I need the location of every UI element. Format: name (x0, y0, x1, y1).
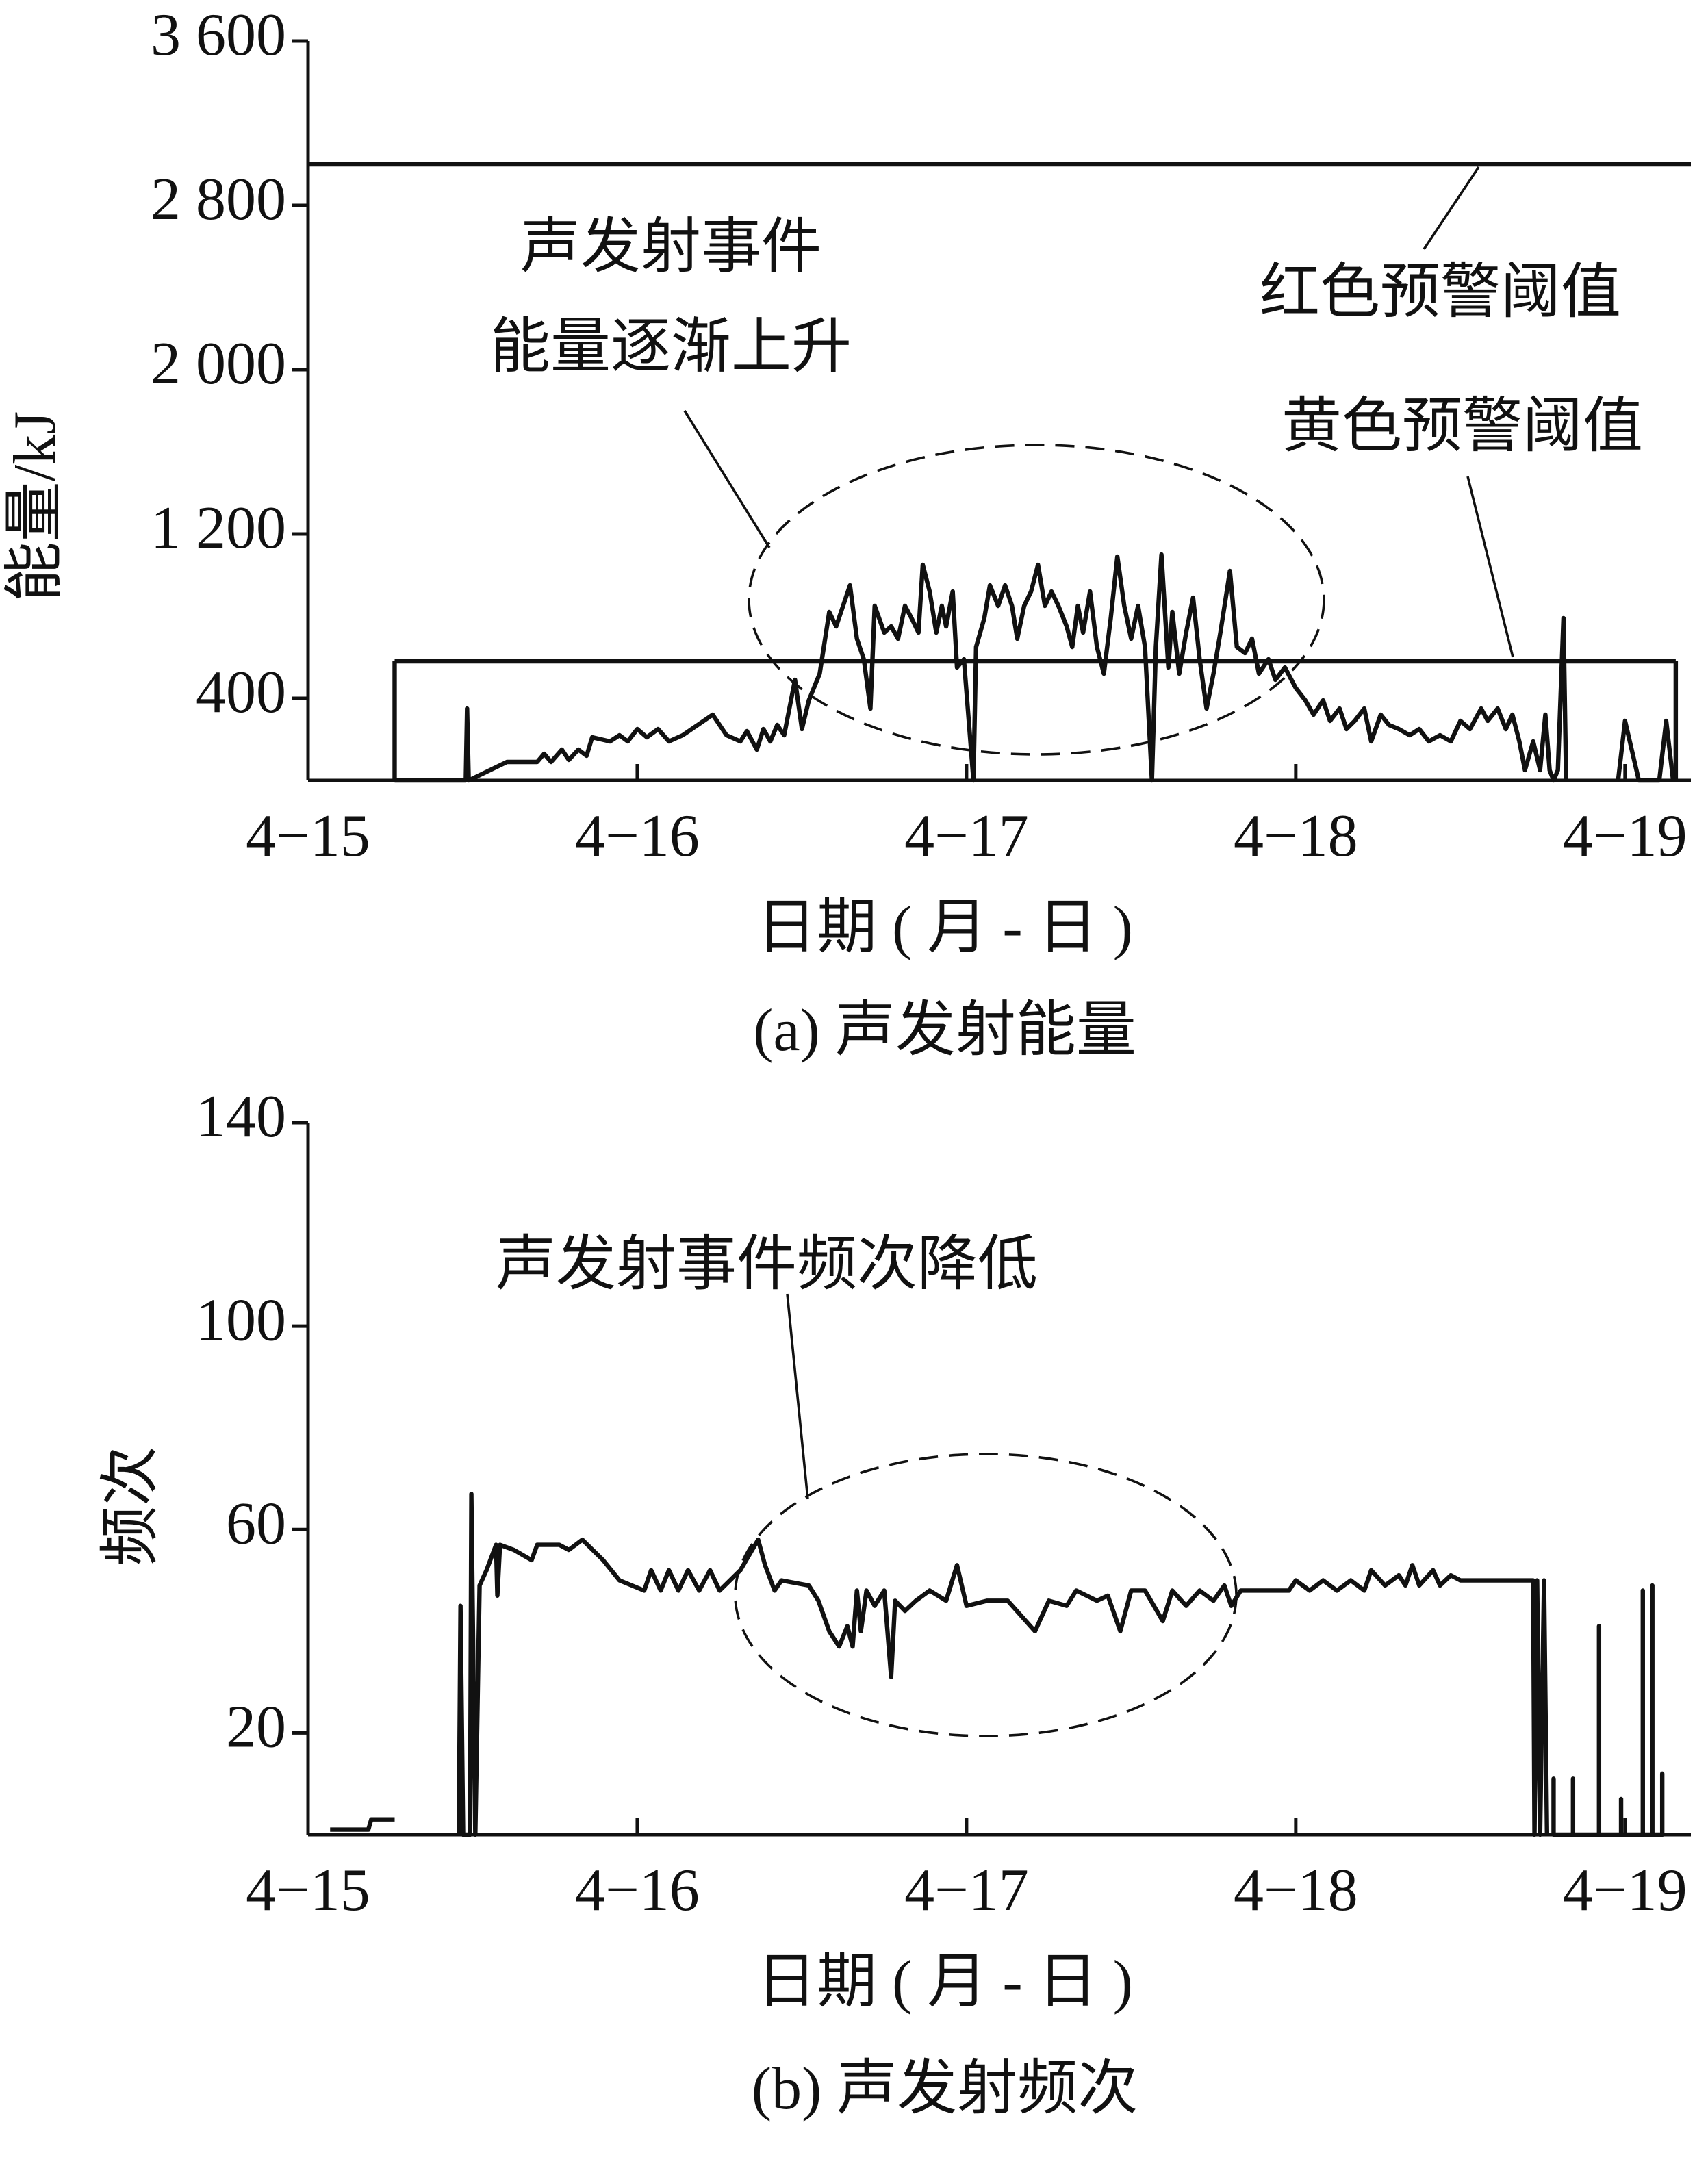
caption: (b) 声发射频次 (752, 2056, 1138, 2122)
caption: (a) 声发射能量 (753, 997, 1136, 1064)
data-line (330, 1492, 1665, 1837)
y-tick-label: 2 800 (151, 166, 286, 233)
annotation: 能量逐渐上升 (490, 314, 852, 381)
x-axis-label: 日期 ( 月 - 日 ) (756, 895, 1133, 961)
x-tick-label: 4−16 (575, 803, 700, 869)
threshold-label: 黄色预警阈值 (1282, 394, 1643, 460)
x-tick-label: 4−17 (904, 803, 1029, 869)
x-tick-label: 4−19 (1563, 1857, 1687, 1924)
x-tick-label: 4−18 (1234, 803, 1358, 869)
data-line (394, 552, 1676, 783)
y-tick-label: 100 (196, 1287, 286, 1353)
x-tick-label: 4−15 (246, 1857, 370, 1924)
x-tick-label: 4−19 (1563, 803, 1687, 869)
x-axis-label: 日期 ( 月 - 日 ) (756, 1949, 1133, 2015)
y-tick-label: 20 (226, 1694, 286, 1761)
y-tick-label: 2 000 (151, 331, 286, 397)
highlight-ellipse (748, 444, 1325, 756)
x-tick-label: 4−16 (575, 1857, 700, 1924)
annotation: 声发射事件频次降低 (496, 1232, 1038, 1298)
leader-line (1466, 476, 1514, 658)
annotation: 声发射事件 (520, 214, 821, 281)
leader-line (1423, 166, 1480, 250)
highlight-ellipse (734, 1453, 1238, 1737)
y-axis-label: 能量/kJ (2, 411, 68, 602)
y-tick-label: 60 (226, 1490, 286, 1557)
leader-line (786, 1293, 809, 1500)
threshold-label: 红色预警阈值 (1260, 259, 1621, 326)
leader-line (683, 410, 771, 548)
x-tick-label: 4−18 (1234, 1857, 1358, 1924)
y-tick-label: 1 200 (151, 495, 286, 561)
x-tick-label: 4−17 (904, 1857, 1029, 1924)
y-tick-label: 400 (196, 659, 286, 726)
y-tick-label: 140 (196, 1084, 286, 1150)
x-tick-label: 4−15 (246, 803, 370, 869)
y-tick-label: 3 600 (151, 2, 286, 68)
y-axis-label: 频次 (98, 1446, 164, 1566)
